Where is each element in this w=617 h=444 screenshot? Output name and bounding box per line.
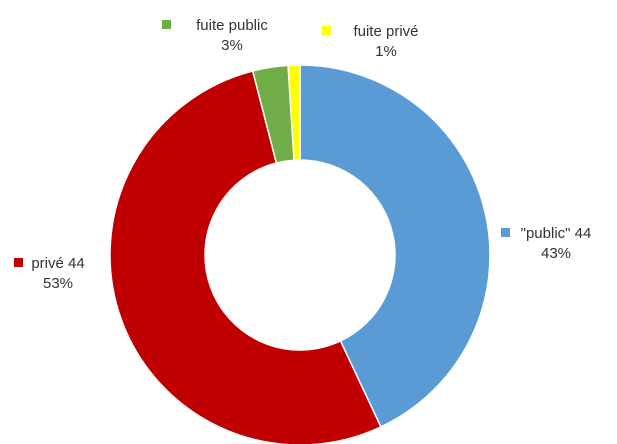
slice-pct-fuite-prive: 1% — [375, 43, 397, 60]
labels-group: "public" 44 43% privé 44 53% fuite public 3% f… — [14, 17, 591, 292]
slice-label-public: "public" 44 — [521, 225, 592, 242]
slice-pct-fuite-public: 3% — [221, 37, 243, 54]
slice-label-fuite-public: fuite public — [196, 17, 268, 34]
slice-pct-prive: 53% — [43, 275, 73, 292]
slice-fuite-prive — [287, 64, 301, 161]
label-key-fuite-public — [162, 20, 171, 29]
slices-group — [109, 64, 491, 444]
slice-label-prive: privé 44 — [31, 255, 84, 272]
slice-label-fuite-prive: fuite privé — [353, 23, 418, 40]
label-key-public — [501, 228, 510, 237]
slice-pct-public: 43% — [541, 245, 571, 262]
label-key-prive — [14, 258, 23, 267]
slice-prive — [109, 70, 382, 444]
slice-public — [299, 64, 491, 428]
label-key-fuite-prive — [322, 26, 331, 35]
